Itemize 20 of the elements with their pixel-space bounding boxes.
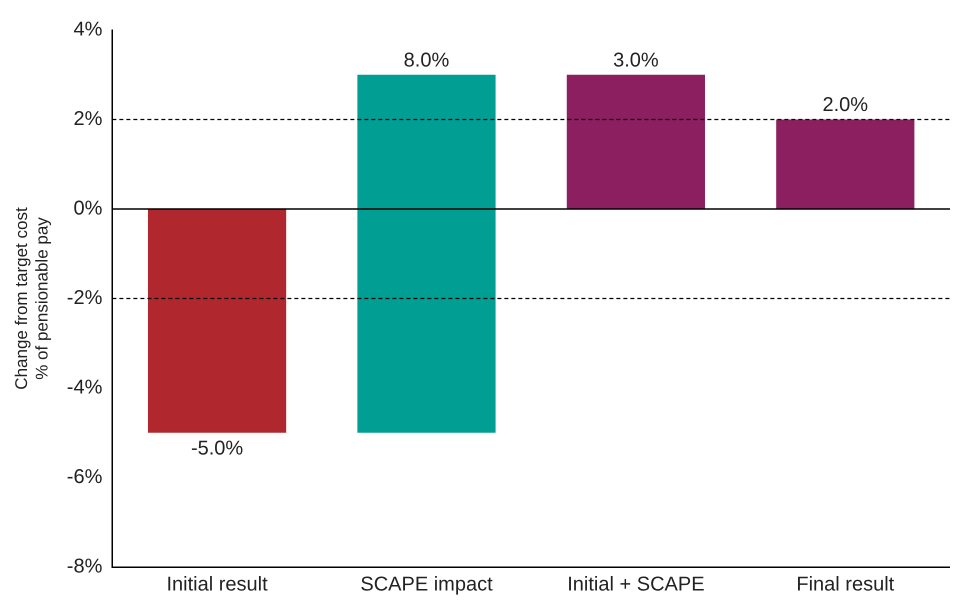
x-tick-label: SCAPE impact — [360, 574, 494, 596]
y-tick-label: 4% — [73, 18, 103, 41]
x-tick-label: Initial + SCAPE — [567, 574, 705, 596]
x-tick-label: Final result — [796, 574, 895, 596]
bar — [566, 74, 705, 209]
data-label: -5.0% — [190, 437, 244, 460]
bar — [148, 209, 286, 433]
y-tick-label: 2% — [73, 108, 103, 130]
data-label: 2.0% — [822, 94, 868, 116]
data-label: 3.0% — [613, 49, 659, 72]
y-tick-label: -6% — [66, 466, 103, 488]
bar — [357, 74, 496, 433]
bar — [776, 120, 914, 209]
x-tick-label: Initial result — [166, 574, 268, 596]
y-axis-title: Change from target cost % of pensionable pay — [12, 207, 52, 390]
y-tick-label: 0% — [73, 198, 103, 220]
y-tick-label: -8% — [66, 556, 103, 578]
y-tick-label: -2% — [66, 287, 103, 310]
data-label: 8.0% — [404, 49, 450, 72]
y-tick-label: -4% — [66, 376, 103, 399]
